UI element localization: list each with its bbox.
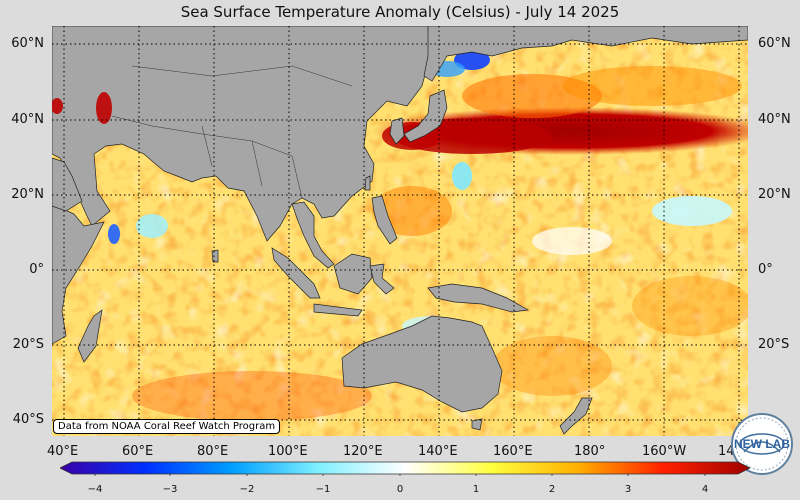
lat-label-left: 40°N [11, 112, 44, 127]
land-sri-lanka [211, 249, 219, 263]
new-lab-logo-icon: NEW LAB [731, 413, 793, 475]
lat-label-right: 20°S [758, 337, 790, 352]
colorbar-tick: 3 [624, 484, 632, 495]
logo-text: NEW LAB [734, 437, 790, 451]
lon-label: 160°E [493, 444, 533, 459]
colorbar-tick: 0 [396, 484, 404, 495]
lat-label-right: 20°N [758, 187, 791, 202]
land-new-guinea [427, 283, 530, 313]
land-indochina [291, 201, 335, 269]
lon-label: 160°W [642, 444, 687, 459]
land-sumatra [271, 247, 321, 299]
lon-label: 180° [574, 444, 606, 459]
lat-label-right: 40°N [758, 112, 791, 127]
colorbar-tick: −1 [315, 484, 331, 495]
country-borders [111, 65, 353, 199]
land-sulawesi [369, 263, 395, 295]
graticule [52, 26, 748, 436]
lat-label-left: 40°S [12, 412, 44, 427]
colorbar-tick: −2 [239, 484, 255, 495]
lat-label-left: 20°S [12, 337, 44, 352]
land-borneo [333, 253, 373, 295]
colorbar-tick: 2 [548, 484, 556, 495]
black-sea [52, 98, 63, 114]
data-credit: Data from NOAA Coral Reef Watch Program [53, 419, 281, 434]
lon-label: 140°E [418, 444, 458, 459]
land-philippines [371, 195, 398, 245]
colorbar [60, 461, 750, 476]
land-africa [52, 203, 105, 345]
lon-label: 100°E [268, 444, 308, 459]
colorbar-tick: 4 [701, 484, 709, 495]
lat-label-left: 0° [29, 262, 44, 277]
land-madagascar [77, 309, 103, 363]
colorbar-tick: −3 [162, 484, 178, 495]
land-masses [52, 26, 748, 435]
lon-label: 120°E [343, 444, 383, 459]
lat-label-right: 0° [758, 262, 773, 277]
colorbar-tick: 1 [472, 484, 480, 495]
lon-label: 60°E [122, 444, 154, 459]
sst-anomaly-map [52, 26, 748, 436]
land-australia [341, 315, 503, 413]
land-korea [389, 117, 405, 145]
land-taiwan [364, 175, 371, 191]
lat-label-left: 60°N [11, 36, 44, 51]
lat-label-left: 20°N [11, 187, 44, 202]
land-tasmania [471, 418, 483, 431]
land-java [313, 303, 363, 317]
lat-label-right: 60°N [758, 36, 791, 51]
lon-label: 80°E [197, 444, 229, 459]
colorbar-tick: −4 [87, 484, 103, 495]
land-eurasia [52, 26, 431, 242]
land-new-zealand [559, 397, 593, 435]
map-title: Sea Surface Temperature Anomaly (Celsius… [180, 3, 620, 21]
land-japan [403, 89, 448, 143]
lon-label: 40°E [47, 444, 79, 459]
caspian-sea [96, 92, 112, 124]
land-far-east [423, 26, 748, 82]
map-canvas [52, 26, 748, 436]
